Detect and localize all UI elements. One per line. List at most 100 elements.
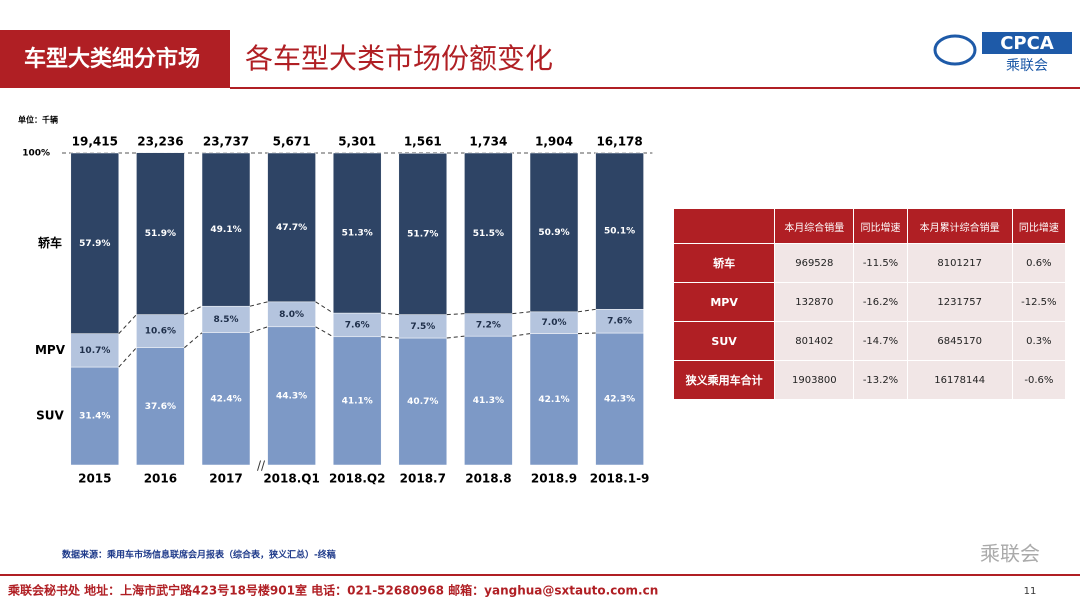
bar-segment <box>267 152 316 303</box>
section-title: 车型大类细分市场 <box>24 46 200 72</box>
total-label: 16,178 <box>596 135 642 149</box>
series-label: SUV <box>36 409 64 423</box>
source: 数据来源：乘用车市场信息联席会月报表（综合表，狭义汇总）-终稿 <box>62 549 336 561</box>
x-tick-label: 2018.7 <box>400 472 446 486</box>
bar-segment <box>332 336 382 466</box>
data-label: 42.4% <box>210 394 241 404</box>
row-header: 轿车 <box>672 243 776 283</box>
logo-sub: 乘联会 <box>1006 58 1048 74</box>
total-label: 23,737 <box>203 135 249 149</box>
bar-segment <box>529 333 579 466</box>
total-label: 5,671 <box>273 135 311 149</box>
x-tick-label: 2018.1-9 <box>590 472 650 486</box>
data-label: 41.1% <box>342 396 373 406</box>
data-label: 40.7% <box>407 397 438 407</box>
table-cell: -16.2% <box>853 282 908 322</box>
data-label: 7.0% <box>542 318 567 328</box>
data-label: 7.6% <box>607 317 632 327</box>
connector <box>184 305 203 316</box>
x-tick-label: 2018.8 <box>465 472 511 486</box>
total-label: 5,301 <box>338 135 376 149</box>
table-row: 狭义乘用车合计 1903800 -13.2% 16178144 -0.6% <box>672 360 1067 400</box>
data-label: 8.5% <box>214 315 239 325</box>
bar-segment <box>332 152 382 314</box>
total-label: 19,415 <box>72 135 118 149</box>
data-label: 8.0% <box>279 310 304 320</box>
total-label: 1,904 <box>535 135 573 149</box>
data-label: 47.7% <box>276 223 307 233</box>
bar-segment <box>70 152 120 334</box>
bar-segment <box>201 332 251 466</box>
table-cell: -12.5% <box>1011 282 1067 322</box>
connector <box>446 335 465 339</box>
connector <box>118 347 137 368</box>
data-label: 57.9% <box>79 239 110 249</box>
column-header: 同比增速 <box>853 208 908 244</box>
total-label: 1,561 <box>404 135 442 149</box>
section-box <box>0 30 230 88</box>
slide-title: 各车型大类市场份额变化 <box>245 42 553 75</box>
data-label: 49.1% <box>210 225 241 235</box>
connector <box>577 332 596 335</box>
sales-table: 本月综合销量 同比增速 本月累计综合销量 同比增速 轿车 969528 -11.5% 8101… <box>672 208 1067 400</box>
x-tick-label: 2017 <box>209 472 242 486</box>
logo-mark <box>933 34 977 66</box>
data-label: 51.3% <box>342 229 373 239</box>
row-header: 狭义乘用车合计 <box>672 360 776 400</box>
bar-segment <box>595 152 644 310</box>
table-row: SUV 801402 -14.7% 6845170 0.3% <box>672 321 1067 361</box>
table-row: 轿车 969528 -11.5% 8101217 0.6% <box>672 243 1067 283</box>
connector <box>118 314 137 334</box>
x-tick-label: 2018.Q2 <box>329 472 386 486</box>
row-header: MPV <box>672 282 776 322</box>
data-label: 51.7% <box>407 229 438 239</box>
column-header: 同比增速 <box>1011 208 1067 244</box>
bar-segment <box>70 366 120 466</box>
watermark: 乘联会 <box>980 542 1040 566</box>
table-cell: 0.3% <box>1011 321 1067 361</box>
table-cell: 132870 <box>774 282 855 322</box>
bar-segment <box>464 335 513 466</box>
connector <box>446 313 465 316</box>
data-label: 51.5% <box>473 229 504 239</box>
data-label: 42.1% <box>538 395 569 405</box>
table-cell: 969528 <box>774 243 855 283</box>
bar-segment <box>136 347 185 466</box>
bar-segment <box>595 332 644 466</box>
table-cell: -11.5% <box>853 243 908 283</box>
data-label: 41.3% <box>473 396 504 406</box>
table-cell: -13.2% <box>853 360 908 400</box>
table-cell: -0.6% <box>1011 360 1067 400</box>
axis-break: // <box>257 459 266 473</box>
x-tick-label: 2015 <box>78 472 111 486</box>
connector <box>315 326 334 338</box>
table-cell: 8101217 <box>906 243 1013 283</box>
column-header: 本月综合销量 <box>774 208 855 244</box>
logo-box <box>982 32 1072 54</box>
x-tick-label: 2018.9 <box>531 472 577 486</box>
column-header: 本月累计综合销量 <box>906 208 1013 244</box>
bar-segment <box>398 337 448 466</box>
connector <box>512 333 531 337</box>
connector <box>184 332 203 349</box>
total-label: 23,236 <box>137 135 183 149</box>
data-label: 31.4% <box>79 412 110 422</box>
data-label: 51.9% <box>145 229 176 239</box>
data-label: 10.7% <box>79 346 110 356</box>
data-label: 50.1% <box>604 227 635 237</box>
connector <box>249 326 268 334</box>
bar-segment <box>529 152 579 313</box>
y-tick-label: 100% <box>22 149 50 159</box>
data-label: 42.3% <box>604 395 635 405</box>
connector <box>249 301 268 307</box>
data-label: 7.6% <box>345 320 370 330</box>
table-corner <box>672 208 776 244</box>
logo-text: CPCA <box>1000 33 1054 54</box>
bar-segment <box>201 152 251 307</box>
table-cell: 16178144 <box>906 360 1013 400</box>
total-label: 1,734 <box>469 135 507 149</box>
data-label: 44.3% <box>276 391 307 401</box>
data-label: 7.2% <box>476 320 501 330</box>
